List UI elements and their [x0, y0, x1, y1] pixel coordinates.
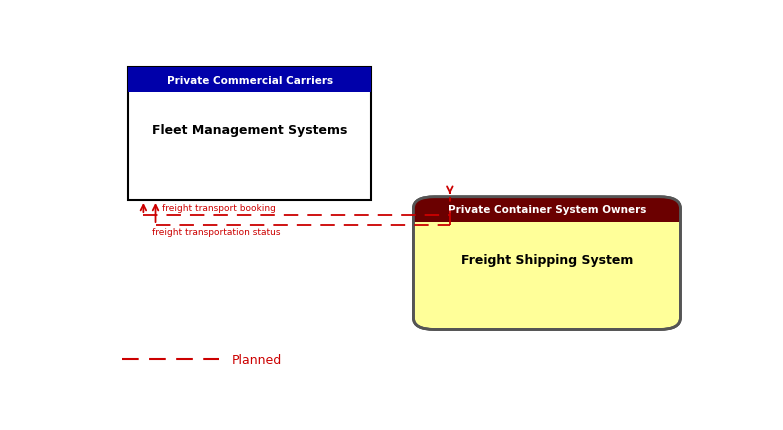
Bar — [128, 68, 371, 200]
Text: Planned: Planned — [232, 353, 282, 366]
Text: Freight Shipping System: Freight Shipping System — [460, 253, 633, 266]
FancyBboxPatch shape — [413, 197, 680, 330]
FancyBboxPatch shape — [413, 197, 680, 222]
Text: Private Commercial Carriers: Private Commercial Carriers — [167, 76, 333, 86]
Text: Fleet Management Systems: Fleet Management Systems — [152, 124, 348, 137]
Text: freight transportation status: freight transportation status — [153, 227, 281, 236]
Bar — [413, 209, 680, 222]
Bar — [128, 68, 371, 93]
Text: Private Container System Owners: Private Container System Owners — [448, 205, 646, 215]
Text: freight transport booking: freight transport booking — [161, 204, 276, 213]
